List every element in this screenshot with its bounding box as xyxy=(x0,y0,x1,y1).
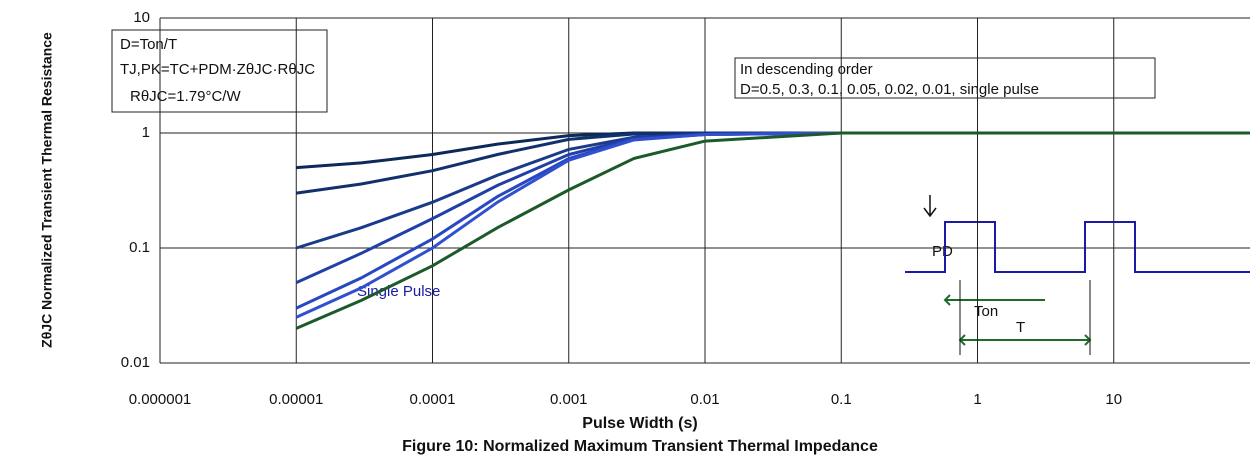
series-line xyxy=(295,131,1250,330)
y-tick-label: 0.1 xyxy=(129,239,150,256)
chart-title: Figure 10: Normalized Maximum Transient … xyxy=(402,438,878,455)
x-tick-label: 1 xyxy=(973,391,981,408)
y-tick-label: 10 xyxy=(133,9,150,26)
annotation: RθJC=1.79°C/W xyxy=(130,88,241,105)
note-box xyxy=(111,29,328,113)
y-axis-label: ZθJC Normalized Transient Thermal Resist… xyxy=(39,32,55,348)
pulse-waveform xyxy=(905,221,1250,273)
x-tick-label: 0.0001 xyxy=(410,391,456,408)
arrow xyxy=(923,195,937,218)
series-line xyxy=(295,131,1250,310)
annotation: In descending order xyxy=(740,61,873,78)
annotation: D=Ton/T xyxy=(120,36,177,53)
marker-line xyxy=(959,280,1091,355)
series-line xyxy=(295,131,1250,250)
annotation-box: D=Ton/T TJ,PK=TC+PDM·ZθJC·RθJC RθJC=1.79… xyxy=(111,29,1250,355)
y-tick-label: 0.01 xyxy=(121,354,150,371)
x-tick-label: 0.001 xyxy=(550,391,588,408)
note-box xyxy=(734,57,1156,99)
x-tick-label: 10 xyxy=(1105,391,1122,408)
annotation: T xyxy=(1016,319,1025,336)
x-tick-label: 0.000001 xyxy=(129,391,192,408)
series-line xyxy=(296,131,1250,195)
x-tick-label: 0.1 xyxy=(831,391,852,408)
annotation: TJ,PK=TC+PDM·ZθJC·RθJC xyxy=(120,61,315,78)
x-axis-label: Pulse Width (s) xyxy=(582,415,697,432)
annotation: D=0.5, 0.3, 0.1, 0.05, 0.02, 0.01, singl… xyxy=(740,81,1039,98)
annotation: Ton xyxy=(974,303,998,320)
y-tick-label: 1 xyxy=(142,124,150,141)
arrow xyxy=(943,294,1092,346)
x-tick-label: 0.01 xyxy=(690,391,719,408)
annotation: Single Pulse xyxy=(357,283,440,300)
x-tick-label: 0.00001 xyxy=(269,391,323,408)
annotation: PD xyxy=(932,243,953,260)
